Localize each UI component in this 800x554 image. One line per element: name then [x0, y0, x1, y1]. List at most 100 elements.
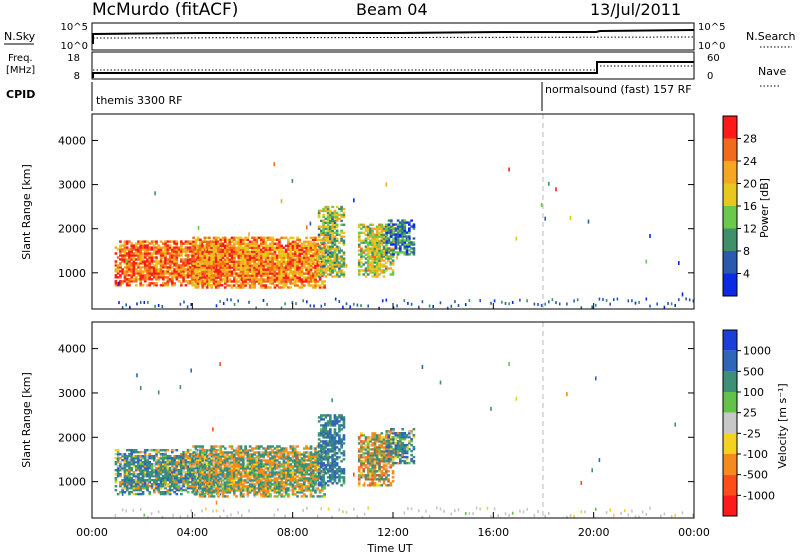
power-cell — [366, 241, 370, 244]
velocity-cell — [162, 461, 165, 464]
velocity-cell — [153, 457, 156, 460]
power-cell — [177, 264, 181, 267]
power-cell — [193, 258, 197, 261]
velocity-cell — [123, 461, 127, 464]
power-cell — [271, 246, 274, 249]
power-cell — [150, 270, 154, 273]
velocity-cell — [146, 459, 149, 462]
power-cell — [212, 258, 216, 261]
velocity-cell — [146, 473, 149, 476]
velocity-cell — [143, 461, 147, 464]
velocity-cell — [253, 469, 256, 472]
velocity-cell — [284, 461, 288, 464]
power-cell — [396, 227, 400, 230]
velocity-cell — [269, 493, 272, 496]
velocity-cell — [262, 473, 265, 476]
velocity-cell — [273, 455, 277, 458]
velocity-cell — [312, 471, 315, 474]
power-cell — [408, 231, 411, 234]
power-cell — [381, 299, 384, 303]
velocity-cell — [260, 483, 263, 486]
power-cell — [360, 304, 362, 308]
power-cell — [335, 247, 339, 250]
velocity-cell — [212, 455, 216, 458]
power-cell — [201, 280, 205, 283]
velocity-cell — [253, 459, 256, 462]
power-cell — [159, 260, 163, 263]
velocity-cell — [271, 489, 274, 492]
velocity-cell — [191, 479, 194, 482]
power-cell — [132, 274, 136, 277]
velocity-cell — [119, 475, 122, 478]
power-cell — [230, 298, 232, 302]
power-cell — [329, 265, 332, 268]
velocity-cell — [132, 451, 136, 454]
power-cell — [335, 219, 339, 223]
power-cell — [403, 219, 407, 222]
power-cell — [196, 246, 200, 249]
power-cell — [366, 251, 370, 254]
velocity-cell — [159, 487, 163, 490]
velocity-cell — [214, 461, 218, 464]
power-cell — [223, 280, 227, 283]
velocity-cell — [219, 487, 223, 490]
power-cell — [335, 215, 339, 219]
power-cell — [162, 276, 165, 279]
velocity-cell — [228, 451, 232, 454]
velocity-cell — [300, 477, 304, 480]
velocity-cell — [303, 479, 306, 482]
power-cell — [316, 242, 320, 245]
velocity-cell — [214, 467, 218, 470]
velocity-cell — [230, 487, 234, 490]
power-cell — [203, 278, 207, 281]
power-cell — [331, 261, 334, 264]
velocity-cell — [157, 487, 161, 490]
power-cell — [208, 276, 211, 279]
velocity-cell — [253, 483, 256, 486]
power-cell — [329, 251, 332, 254]
velocity-cell — [296, 475, 299, 478]
power-cell — [153, 284, 156, 287]
velocity-cell — [314, 489, 317, 492]
power-cell — [248, 270, 252, 273]
power-cell — [296, 266, 299, 269]
velocity-cell — [191, 471, 194, 474]
velocity-cell — [293, 475, 297, 478]
velocity-cell — [162, 483, 165, 486]
power-cell — [186, 255, 189, 260]
velocity-cell — [141, 457, 145, 460]
velocity-cell — [223, 463, 227, 466]
power-cell — [275, 276, 279, 279]
power-cell — [331, 231, 334, 234]
power-cell — [322, 261, 325, 264]
power-cell — [189, 272, 192, 275]
power-cell — [303, 254, 306, 257]
power-cell — [375, 255, 379, 258]
power-cell — [280, 268, 284, 271]
velocity-cell — [180, 467, 183, 470]
power-cell — [366, 225, 370, 228]
power-cell — [171, 258, 174, 261]
power-cell — [260, 244, 263, 247]
power-cell — [205, 272, 209, 275]
power-cell — [217, 242, 220, 245]
power-cell — [228, 240, 232, 243]
velocity-cell — [130, 485, 134, 488]
power-cell — [217, 246, 220, 249]
velocity-cell — [123, 479, 127, 482]
power-cell — [194, 276, 198, 279]
velocity-cell — [184, 473, 188, 476]
power-cell — [382, 253, 386, 256]
velocity-cell — [235, 487, 238, 490]
power-cell — [324, 221, 328, 224]
velocity-cell — [253, 473, 256, 476]
power-ytick-label: 3000 — [58, 179, 86, 192]
power-cell — [360, 265, 363, 268]
velocity-cell — [141, 467, 145, 470]
velocity-cell — [271, 455, 274, 458]
power-cell — [335, 275, 339, 278]
velocity-cell — [278, 491, 281, 494]
velocity-cell — [177, 473, 181, 476]
velocity-cell — [164, 457, 167, 460]
velocity-cell — [219, 477, 223, 480]
